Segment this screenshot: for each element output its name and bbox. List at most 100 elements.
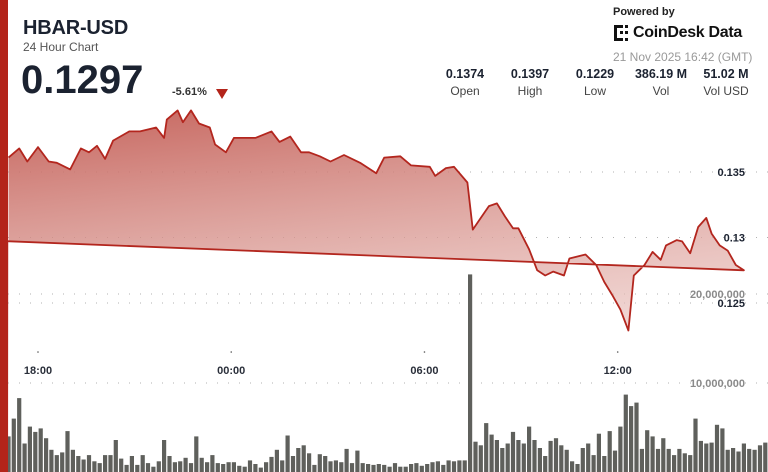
x-tick-mark xyxy=(423,351,426,353)
volume-bar xyxy=(763,442,768,472)
volume-bar xyxy=(215,463,220,472)
volume-bar xyxy=(312,464,317,472)
volume-bar xyxy=(741,443,746,472)
volume-bar xyxy=(688,455,693,472)
volume-bar xyxy=(414,463,419,472)
volume-tick-label: 10,000,000 xyxy=(690,378,745,390)
volume-bar xyxy=(17,398,22,472)
volume-bar xyxy=(537,448,542,472)
volume-bar xyxy=(639,448,644,472)
volume-bar xyxy=(328,461,333,472)
volume-bar xyxy=(344,448,349,472)
volume-bar xyxy=(183,457,188,472)
volume-bar xyxy=(194,436,199,472)
logo-text: CoinDesk Data xyxy=(633,24,743,41)
volume-bar xyxy=(70,449,75,472)
volume-bar xyxy=(693,418,698,472)
price-tick-label: 0.125 xyxy=(717,298,745,310)
stat-vol-usd: 51.02 M Vol USD xyxy=(691,67,761,98)
volume-bar xyxy=(285,435,290,472)
volume-bar xyxy=(446,460,451,472)
stat-open: 0.1374 Open xyxy=(430,67,500,98)
volume-bar xyxy=(156,461,161,472)
volume-bar xyxy=(264,462,269,472)
volume-bar xyxy=(661,438,666,472)
volume-bar xyxy=(462,460,467,472)
volume-bar xyxy=(409,464,414,472)
timestamp: 21 Nov 2025 16:42 (GMT) xyxy=(613,50,753,64)
volume-bar xyxy=(135,464,140,472)
price-change: -5.61% xyxy=(172,86,207,98)
volume-bar xyxy=(709,442,714,472)
volume-bar xyxy=(253,464,258,472)
volume-bar xyxy=(510,431,516,472)
volume-bar xyxy=(403,466,408,472)
volume-bar xyxy=(97,463,102,472)
stat-vol: 386.19 M Vol xyxy=(626,67,696,98)
volume-bar xyxy=(714,424,720,472)
volume-bar xyxy=(650,436,655,472)
x-tick-label: 12:00 xyxy=(604,365,632,377)
volume-bar xyxy=(108,455,113,472)
stat-label: Vol xyxy=(652,84,670,98)
stat-value: 386.19 M xyxy=(634,67,688,81)
volume-bar xyxy=(618,426,623,472)
volume-bar xyxy=(355,450,360,472)
volume-bar xyxy=(457,460,462,472)
volume-bar xyxy=(682,453,687,472)
stat-value: 0.1229 xyxy=(575,67,615,81)
volume-bar xyxy=(145,463,151,472)
volume-bar xyxy=(645,430,650,472)
x-tick-label: 18:00 xyxy=(24,365,52,377)
volume-bar xyxy=(747,448,752,472)
volume-bar xyxy=(360,463,365,472)
volume-bar xyxy=(505,443,510,472)
down-triangle-icon xyxy=(216,89,228,99)
volume-bar xyxy=(441,464,446,472)
volume-bar xyxy=(199,457,204,472)
volume-bar xyxy=(382,464,387,472)
volume-bar xyxy=(586,443,591,472)
coindesk-logo-icon xyxy=(614,25,628,41)
price-line xyxy=(0,109,745,332)
volume-bar xyxy=(564,449,569,472)
volume-bar xyxy=(468,274,473,472)
volume-bar xyxy=(103,455,108,472)
volume-bar xyxy=(484,423,489,472)
volume-bar xyxy=(33,431,38,472)
accent-bar xyxy=(0,0,8,472)
volume-bar xyxy=(698,440,703,472)
volume-bar xyxy=(376,464,381,472)
volume-bar xyxy=(188,463,194,472)
volume-bar xyxy=(44,438,49,472)
stat-low: 0.1229 Low xyxy=(560,67,630,98)
volume-bar xyxy=(339,462,344,472)
volume-bar xyxy=(76,456,81,472)
stat-high: 0.1397 High xyxy=(495,67,565,98)
volume-bar xyxy=(451,461,457,472)
volume-bar xyxy=(752,449,757,472)
volume-bar xyxy=(274,449,279,472)
volume-bar xyxy=(591,455,596,472)
stat-value: 0.1374 xyxy=(445,67,485,81)
volume-bar xyxy=(247,460,253,472)
volume-bar xyxy=(725,449,730,472)
volume-bar xyxy=(178,461,183,472)
volume-bar xyxy=(11,418,16,472)
volume-bar xyxy=(38,428,43,472)
volume-bar xyxy=(129,456,134,472)
volume-bar xyxy=(60,452,65,472)
powered-by: Powered by xyxy=(613,6,675,18)
volume-bar xyxy=(54,455,59,472)
volume-bar xyxy=(596,433,601,472)
volume-bars xyxy=(6,274,768,472)
volume-bar xyxy=(301,445,306,472)
volume-bar xyxy=(666,448,671,472)
volume-bar xyxy=(543,456,548,472)
stat-label: High xyxy=(517,84,543,98)
volume-bar xyxy=(672,455,677,472)
volume-bar xyxy=(607,431,612,472)
volume-bar xyxy=(516,440,521,472)
volume-bar xyxy=(226,462,231,472)
